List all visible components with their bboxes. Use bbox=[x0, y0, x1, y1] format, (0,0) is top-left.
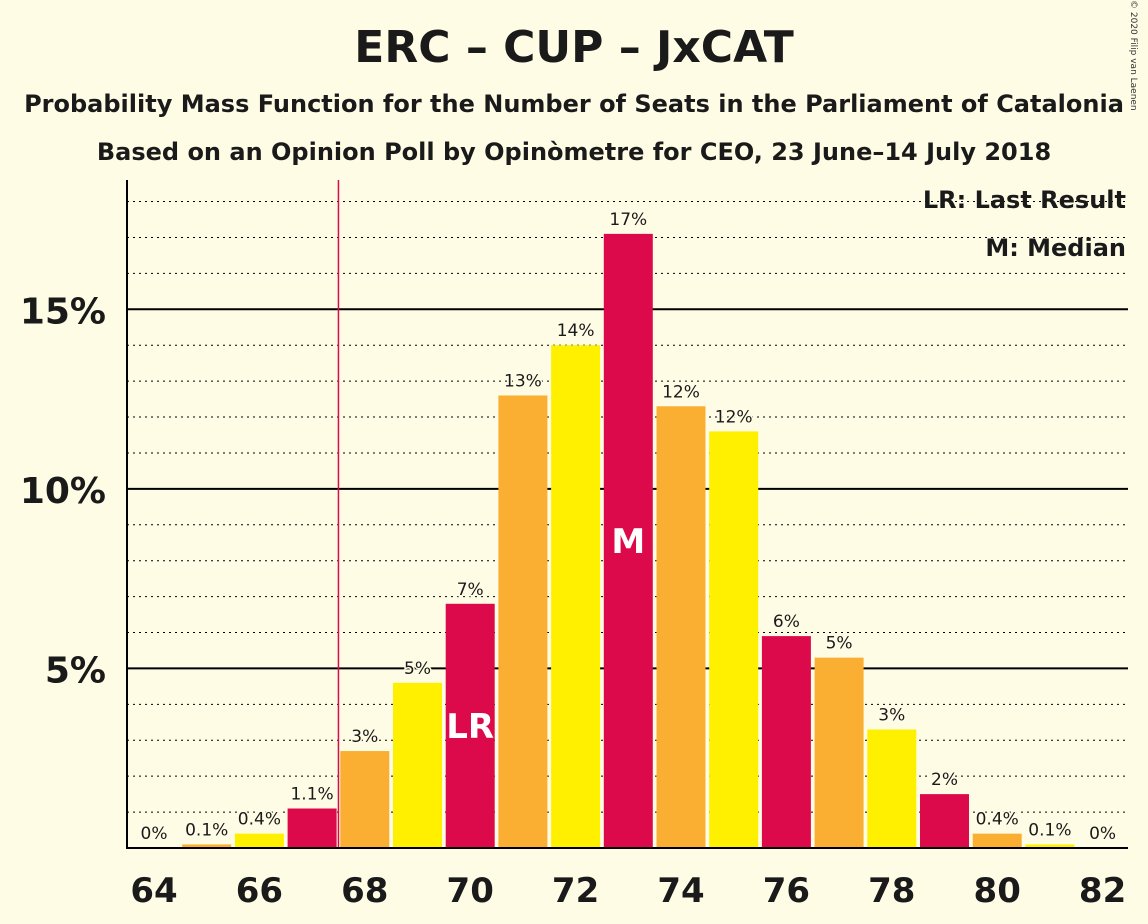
bar-seats-78 bbox=[867, 729, 917, 848]
bar-value-label: 0.4% bbox=[976, 810, 1019, 830]
bar-value-label: 1.1% bbox=[290, 784, 333, 804]
bar-seats-73 bbox=[603, 233, 653, 848]
chart-title: ERC – CUP – JxCAT bbox=[354, 22, 794, 73]
bar-value-label: 0.4% bbox=[238, 810, 281, 830]
bar-seats-71 bbox=[498, 395, 548, 848]
bar-seats-77 bbox=[814, 657, 864, 848]
bar-seats-66 bbox=[234, 833, 284, 848]
bar-seats-70 bbox=[445, 603, 495, 848]
bar-seats-80 bbox=[972, 833, 1022, 848]
bar-value-label: 6% bbox=[773, 612, 800, 632]
x-tick-label: 74 bbox=[657, 871, 704, 911]
y-tick-label: 5% bbox=[45, 650, 106, 691]
bar-seats-72 bbox=[551, 345, 601, 848]
bar-value-label: 2% bbox=[931, 770, 958, 790]
bar-value-label: 12% bbox=[715, 407, 753, 427]
bar-value-label: 0% bbox=[141, 824, 168, 844]
x-tick-label: 64 bbox=[130, 871, 177, 911]
bar-seats-67 bbox=[287, 808, 337, 848]
bar-seats-65 bbox=[182, 844, 232, 848]
legend-last-result: LR: Last Result bbox=[922, 186, 1126, 214]
chart-subtitle: Probability Mass Function for the Number… bbox=[24, 90, 1124, 118]
bar-seats-74 bbox=[656, 406, 706, 848]
x-tick-label: 66 bbox=[236, 871, 283, 911]
bar-value-label: 12% bbox=[662, 382, 700, 402]
bar-value-label: 0% bbox=[1089, 824, 1116, 844]
y-tick-label: 10% bbox=[20, 471, 106, 512]
bar-seats-76 bbox=[761, 636, 811, 848]
bar-value-label: 14% bbox=[557, 321, 595, 341]
bar-value-label: 0.1% bbox=[1028, 820, 1071, 840]
bar-seats-81 bbox=[1025, 844, 1075, 848]
chart-source-subtitle: Based on an Opinion Poll by Opinòmetre f… bbox=[96, 138, 1052, 166]
bar-value-label: 7% bbox=[457, 580, 484, 600]
bar-seats-69 bbox=[393, 682, 442, 848]
bar-value-label: 5% bbox=[404, 659, 431, 679]
median-marker: M bbox=[611, 522, 645, 562]
x-tick-label: 68 bbox=[341, 871, 388, 911]
x-tick-label: 78 bbox=[868, 871, 915, 911]
bar-value-label: 0.1% bbox=[185, 820, 228, 840]
bar-value-label: 3% bbox=[878, 705, 905, 725]
bar-seats-68 bbox=[340, 751, 390, 848]
bar-value-label: 17% bbox=[609, 210, 647, 230]
x-tick-label: 80 bbox=[974, 871, 1021, 911]
y-tick-label: 15% bbox=[20, 291, 106, 332]
bar-seats-75 bbox=[709, 431, 759, 848]
legend-median: M: Median bbox=[985, 234, 1126, 262]
bar-value-label: 13% bbox=[504, 371, 542, 391]
last-result-marker: LR bbox=[446, 707, 494, 747]
bar-value-label: 5% bbox=[826, 634, 853, 654]
x-tick-label: 82 bbox=[1079, 871, 1126, 911]
x-tick-label: 76 bbox=[763, 871, 810, 911]
bar-seats-79 bbox=[920, 794, 969, 848]
x-tick-label: 70 bbox=[447, 871, 494, 911]
bar-value-label: 3% bbox=[351, 727, 378, 747]
x-tick-label: 72 bbox=[552, 871, 599, 911]
